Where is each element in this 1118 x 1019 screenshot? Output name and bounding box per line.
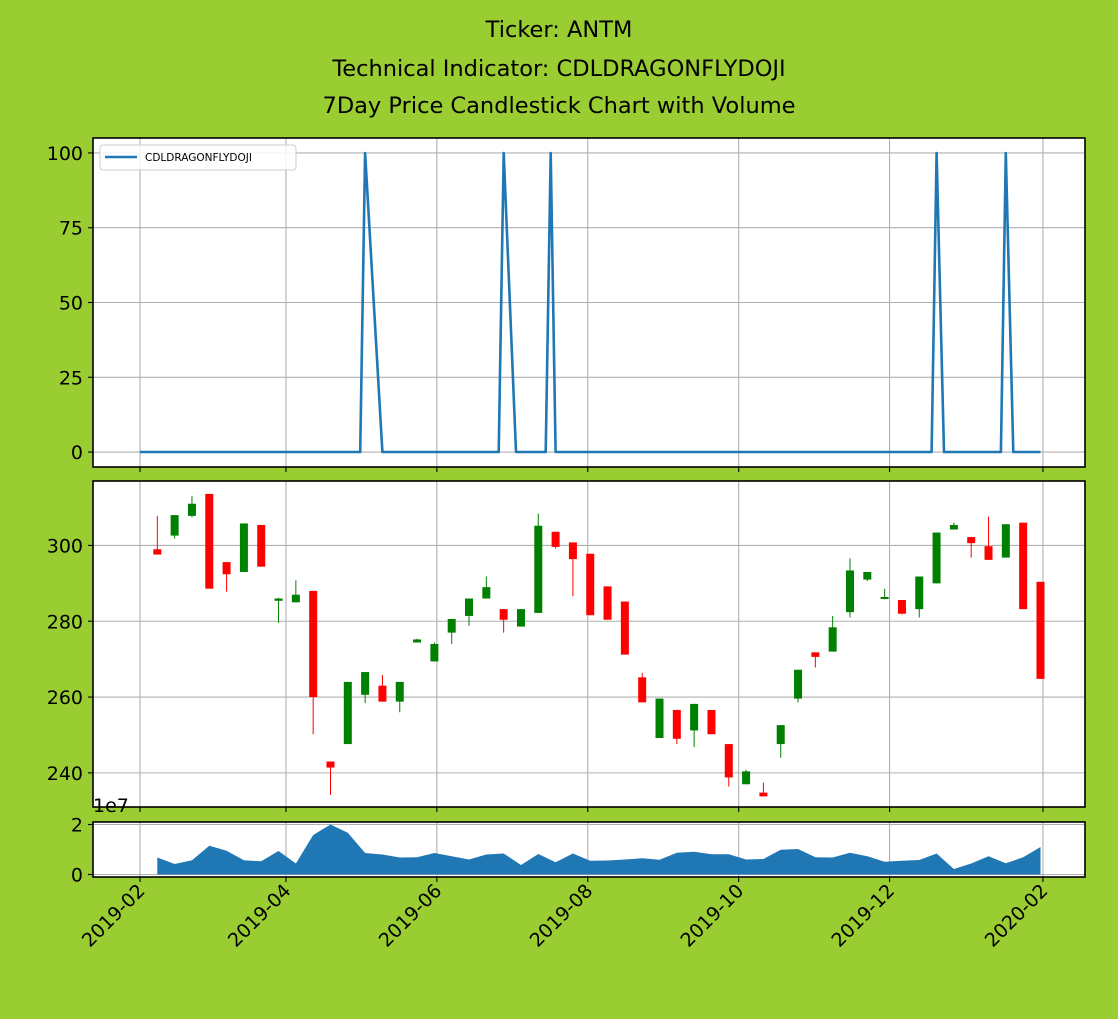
- candle-body: [776, 725, 785, 745]
- candle-body: [187, 503, 196, 516]
- candle-body: [516, 609, 525, 627]
- candle-body: [378, 685, 387, 702]
- price-panel: 240 260 280 300: [47, 480, 1086, 812]
- candle-body: [915, 576, 924, 610]
- candle-body: [309, 590, 318, 698]
- candle-body: [568, 542, 577, 560]
- candle-body: [361, 672, 370, 695]
- candle-body: [811, 652, 820, 657]
- x-tick-label: 2019-12: [827, 880, 899, 952]
- candle-body: [534, 525, 543, 613]
- candle-body: [170, 515, 179, 536]
- indicator-ytick-label: 25: [59, 367, 83, 389]
- candle-body: [603, 586, 612, 620]
- volume-area: [157, 824, 1041, 875]
- indicator-ytick-label: 50: [59, 293, 83, 315]
- candle-body: [742, 771, 751, 785]
- candle-body: [343, 681, 352, 745]
- candle-body: [620, 601, 629, 655]
- indicator-series-line: [140, 151, 1041, 454]
- candle-body: [1036, 581, 1045, 679]
- candle-body: [153, 549, 162, 555]
- x-tick-label: 2020-02: [981, 880, 1053, 952]
- indicator-panel: 0 25 50 75 100 CDLDRAGONFLYDOJI: [47, 137, 1086, 472]
- candle-body: [499, 609, 508, 620]
- indicator-ytick-label: 75: [59, 218, 83, 240]
- candle-body: [845, 570, 854, 613]
- candle-body: [759, 792, 768, 797]
- indicator-ytick-label: 0: [71, 442, 83, 464]
- chart-title-indicator: Technical Indicator: CDLDRAGONFLYDOJI: [332, 56, 786, 82]
- x-tick-label: 2019-08: [526, 880, 598, 952]
- candle-body: [672, 709, 681, 739]
- candle-body: [465, 598, 474, 616]
- legend-label: CDLDRAGONFLYDOJI: [145, 152, 252, 164]
- price-ytick-label: 240: [47, 763, 83, 785]
- candle-body: [551, 531, 560, 547]
- candle-body: [413, 639, 422, 643]
- volume-panel: 0 2 1e7 2019-02 2019-04 2019-06 2019-08 2019-10…: [71, 795, 1086, 952]
- candle-body: [984, 546, 993, 560]
- candle-body: [880, 596, 889, 599]
- candle-body: [1001, 524, 1010, 558]
- x-tick-label: 2019-06: [375, 880, 447, 952]
- x-tick-label: 2019-10: [677, 880, 749, 952]
- volume-frame: [92, 821, 1086, 878]
- price-ytick-label: 260: [47, 687, 83, 709]
- candle-body: [326, 761, 335, 768]
- candle-body: [482, 587, 491, 599]
- candle-body: [222, 562, 231, 575]
- chart-title-subtitle: 7Day Price Candlestick Chart with Volume: [322, 93, 796, 119]
- candle-body: [205, 493, 214, 589]
- candle-body: [690, 703, 699, 731]
- candle-body: [395, 681, 404, 702]
- candle-body: [274, 598, 283, 601]
- candle-body: [949, 524, 958, 530]
- candle-body: [430, 644, 439, 662]
- volume-ytick-label: 0: [71, 865, 83, 887]
- candle-body: [967, 537, 976, 544]
- volume-offset-label: 1e7: [93, 795, 129, 817]
- price-ytick-label: 280: [47, 611, 83, 633]
- legend-box: [99, 144, 297, 171]
- candle-body: [794, 669, 803, 699]
- candle-body: [897, 600, 906, 614]
- candle-body: [828, 627, 837, 652]
- price-frame: [92, 480, 1086, 808]
- candle-body: [257, 524, 266, 567]
- candle-body: [932, 532, 941, 584]
- candle-body: [586, 553, 595, 616]
- price-ytick-label: 300: [47, 535, 83, 557]
- candle-body: [707, 709, 716, 735]
- x-tick-label: 2019-04: [224, 880, 296, 952]
- candle-body: [1019, 522, 1028, 610]
- volume-ytick-label: 2: [71, 815, 83, 837]
- chart-title-ticker: Ticker: ANTM: [485, 17, 633, 43]
- indicator-frame: [92, 137, 1086, 468]
- candle-body: [291, 594, 300, 603]
- indicator-ytick-label: 100: [47, 143, 83, 165]
- candle-body: [655, 698, 664, 739]
- candle-body: [863, 571, 872, 580]
- candle-body: [724, 744, 733, 778]
- candle-body: [239, 523, 248, 572]
- x-tick-label: 2019-02: [78, 880, 150, 952]
- candle-body: [447, 618, 456, 633]
- candle-body: [638, 677, 647, 703]
